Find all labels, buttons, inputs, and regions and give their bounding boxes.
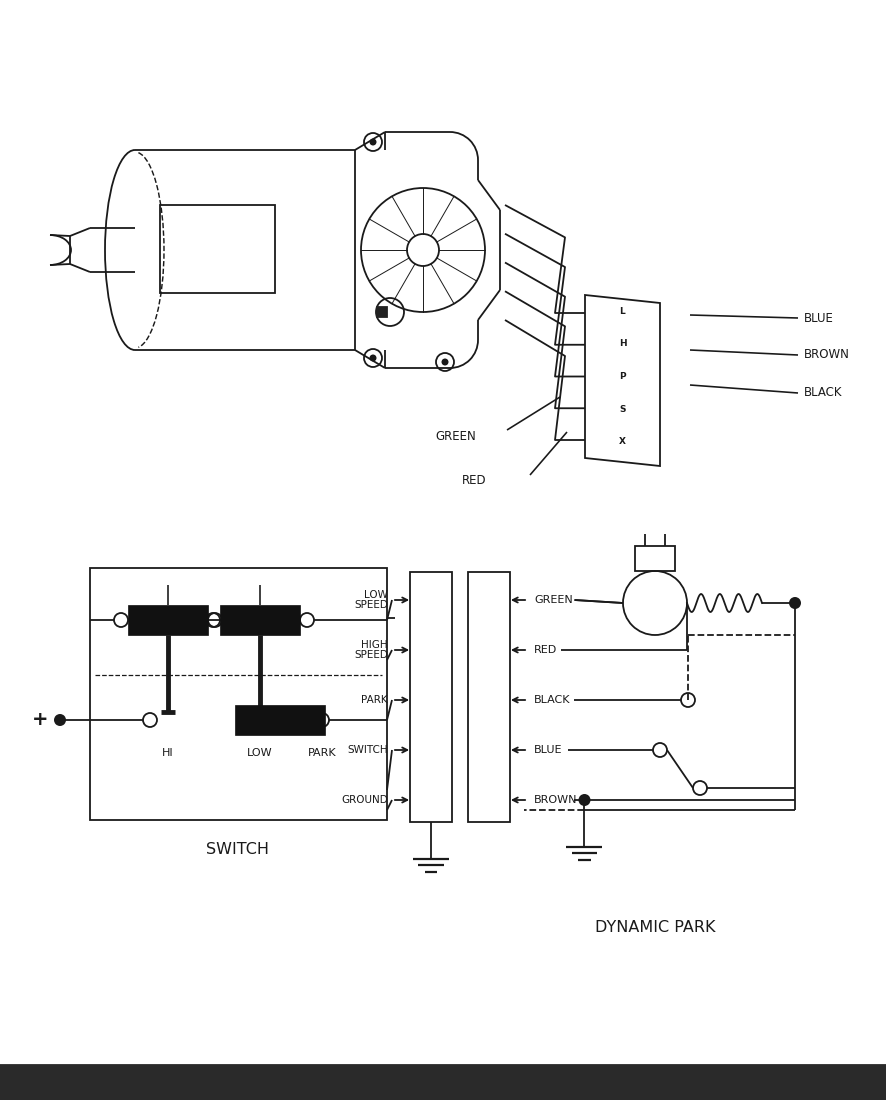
Text: SWITCH: SWITCH (206, 842, 269, 857)
Text: +: + (32, 711, 48, 729)
Circle shape (369, 139, 376, 145)
Text: X: X (618, 437, 626, 447)
Text: BLACK: BLACK (803, 386, 842, 399)
Text: HIGH
SPEED: HIGH SPEED (354, 640, 387, 660)
Circle shape (578, 794, 590, 806)
Bar (89, 568, 386, 820)
Circle shape (369, 354, 376, 362)
Text: BLUE: BLUE (533, 745, 562, 755)
Circle shape (54, 714, 66, 726)
Text: RED: RED (462, 473, 486, 486)
Text: RED: RED (533, 645, 556, 654)
Text: P: P (618, 372, 626, 381)
Bar (634, 546, 674, 571)
Circle shape (789, 597, 800, 609)
Polygon shape (585, 295, 659, 466)
Text: PARK: PARK (307, 748, 336, 758)
Text: DYNAMIC PARK: DYNAMIC PARK (595, 920, 714, 935)
Bar (409, 572, 452, 822)
Bar (377, 307, 386, 317)
Text: GROUND: GROUND (341, 795, 387, 805)
Text: BROWN: BROWN (803, 349, 849, 362)
Text: BLACK: BLACK (533, 695, 570, 705)
Bar (235, 705, 324, 735)
Bar (159, 205, 275, 293)
Text: H: H (618, 340, 626, 349)
Text: GREEN: GREEN (434, 429, 475, 442)
Bar (468, 572, 509, 822)
Text: LOW: LOW (247, 748, 273, 758)
Circle shape (441, 359, 448, 365)
Text: L: L (619, 307, 625, 316)
Bar (220, 605, 299, 635)
Bar (0, 1065, 886, 1100)
Bar (128, 605, 207, 635)
Text: BROWN: BROWN (533, 795, 577, 805)
Text: BLUE: BLUE (803, 311, 833, 324)
Text: LOW
SPEED: LOW SPEED (354, 591, 387, 609)
Text: GREEN: GREEN (533, 595, 572, 605)
Text: SWITCH: SWITCH (347, 745, 387, 755)
Text: S: S (618, 405, 625, 414)
Text: HI: HI (162, 748, 174, 758)
Text: PARK: PARK (361, 695, 387, 705)
